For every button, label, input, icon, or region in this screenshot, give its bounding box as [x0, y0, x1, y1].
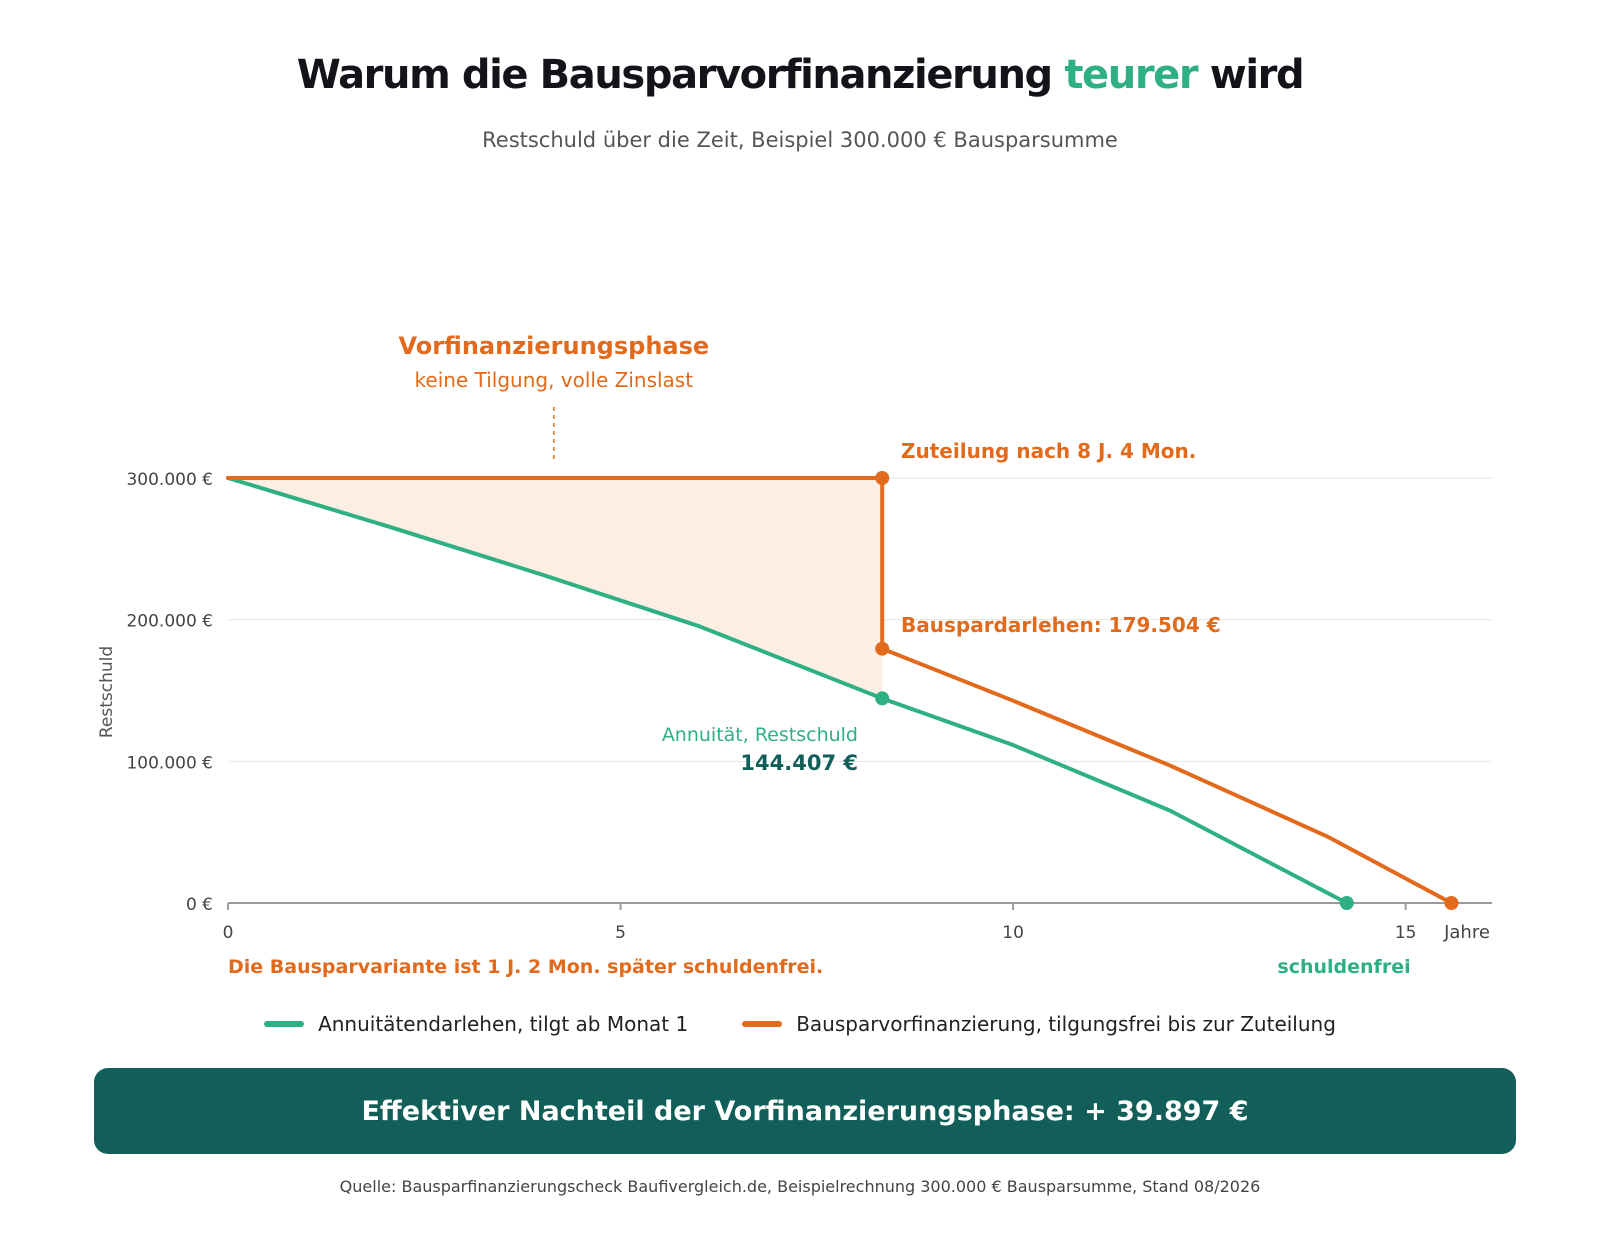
x-tick-label: 5 — [615, 923, 626, 943]
x-tick-label: 0 — [223, 923, 234, 943]
schuldenfrei-annotation: schuldenfrei — [1277, 956, 1410, 978]
banner-text: Effektiver Nachteil der Vorfinanzierungs… — [361, 1095, 1249, 1127]
y-tick-label: 200.000 € — [126, 612, 213, 632]
marker-point — [875, 641, 890, 656]
annuitaet-label-annotation: Annuität, Restschuld — [662, 724, 858, 746]
marker-point — [875, 471, 890, 485]
disadvantage-banner: Effektiver Nachteil der Vorfinanzierungs… — [94, 1068, 1516, 1154]
chart-legend: Annuitätendarlehen, tilgt ab Monat 1 Bau… — [0, 1012, 1600, 1036]
chart-subtitle: Restschuld über die Zeit, Beispiel 300.0… — [482, 128, 1118, 152]
marker-point — [1444, 896, 1459, 910]
vorfinanzierung-shaded-area — [228, 478, 883, 699]
bauspardarlehen-annotation: Bauspardarlehen: 179.504 € — [901, 613, 1221, 637]
x-tick-label: 10 — [1002, 923, 1024, 943]
series-line-0 — [226, 476, 1349, 905]
legend-swatch-green — [264, 1021, 305, 1027]
x-tick-label: 15 — [1395, 923, 1417, 943]
source-note: Quelle: Bausparfinanzierungscheck Baufiv… — [339, 1177, 1261, 1196]
x-axis-label: Jahre — [1443, 922, 1490, 943]
y-tick-label: 100.000 € — [126, 753, 213, 773]
y-tick-label: 0 € — [186, 895, 213, 915]
annuitaet-value-annotation: 144.407 € — [740, 751, 858, 775]
legend-item-annuitaet: Annuitätendarlehen, tilgt ab Monat 1 — [264, 1012, 688, 1036]
y-tick-label: 300.000 € — [126, 470, 213, 490]
later-free-annotation: Die Bausparvariante ist 1 J. 2 Mon. spät… — [228, 956, 823, 978]
zuteilung-annotation: Zuteilung nach 8 J. 4 Mon. — [901, 439, 1196, 463]
chart-title: Warum die Bausparvorfinanzierung teurer … — [0, 52, 1600, 98]
phase-title-annotation: Vorfinanzierungsphase — [398, 332, 709, 360]
title-pre: Warum die Bausparvorfinanzierung — [296, 52, 1053, 98]
chart-annotations: Vorfinanzierungsphase keine Tilgung, vol… — [97, 332, 1490, 978]
legend-label-annuitaet: Annuitätendarlehen, tilgt ab Monat 1 — [318, 1012, 689, 1036]
axes: 0 € 100.000 € 200.000 € 300.000 € 0 5 10 15 — [126, 470, 1492, 943]
marker-point — [875, 691, 890, 706]
legend-label-bauspar: Bausparvorfinanzierung, tilgungsfrei bis… — [796, 1012, 1336, 1036]
data-markers — [875, 471, 1459, 910]
legend-swatch-orange — [742, 1021, 783, 1027]
y-axis-label: Restschuld — [97, 646, 117, 738]
title-post: wird — [1209, 52, 1305, 98]
legend-item-bauspar: Bausparvorfinanzierung, tilgungsfrei bis… — [742, 1012, 1336, 1036]
marker-point — [1339, 896, 1354, 910]
title-accent: teurer — [1064, 52, 1198, 98]
phase-subtitle-annotation: keine Tilgung, volle Zinslast — [415, 368, 694, 392]
